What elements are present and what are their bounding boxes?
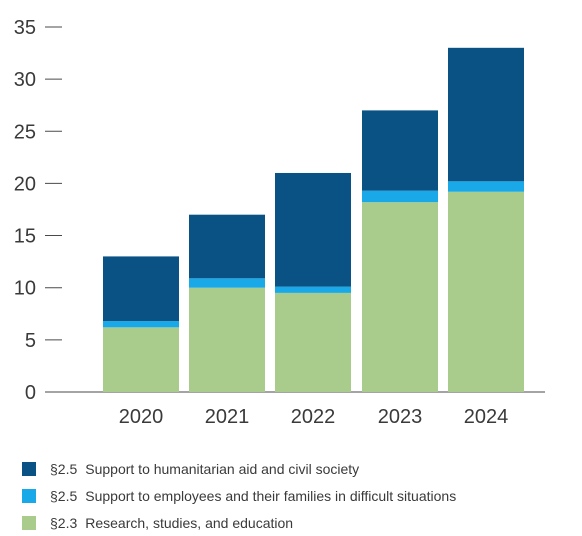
bar-segment (275, 172, 351, 287)
x-tick-label: 2021 (205, 406, 250, 428)
legend-swatch (22, 461, 36, 476)
bar-segment (362, 110, 438, 191)
legend-swatch (22, 488, 36, 503)
y-tick-label: 25 (14, 121, 36, 143)
bar-segment (448, 191, 524, 392)
legend-text: Support to humanitarian aid and civil so… (85, 460, 360, 477)
y-tick-label: 5 (25, 330, 36, 352)
legend-swatch (22, 515, 36, 530)
x-tick-label: 2020 (119, 406, 164, 428)
legend-item: §2.5 Support to employees and their famil… (22, 482, 456, 509)
bar-segment (275, 286, 351, 293)
legend-text: Research, studies, and education (85, 514, 294, 531)
legend: §2.5 Support to humanitarian aid and civi… (22, 455, 456, 536)
bar-segment (275, 292, 351, 392)
bar-segment (103, 256, 179, 322)
stacked-bar-chart: 0 5 10 15 20 25 30 35 2020 2021 2022 2023 2024 (14, 17, 545, 428)
y-tick-label: 20 (14, 173, 36, 195)
legend-text: Support to employees and their families … (85, 487, 457, 504)
bar-segment (448, 181, 524, 192)
bar-segment (448, 47, 524, 182)
y-tick-label: 10 (14, 278, 36, 300)
bar-segment (189, 214, 265, 279)
legend-item: §2.5 Support to humanitarian aid and civi… (22, 455, 456, 482)
y-tick-label: 35 (14, 17, 36, 39)
legend-code: §2.5 (50, 460, 78, 477)
bar-segment (103, 327, 179, 392)
bar-segment (362, 202, 438, 392)
bar-segment (362, 190, 438, 203)
legend-label: §2.5 Support to humanitarian aid and civi… (50, 461, 359, 477)
y-tick-label: 15 (14, 226, 36, 248)
x-tick-label: 2022 (291, 406, 336, 428)
bar-segment (103, 321, 179, 328)
axes: 0 5 10 15 20 25 30 35 (14, 17, 545, 404)
y-tick-label: 0 (25, 382, 36, 404)
legend-code: §2.5 (50, 487, 78, 504)
legend-item: §2.3 Research, studies, and education (22, 509, 456, 536)
x-tick-label: 2024 (464, 406, 509, 428)
legend-label: §2.3 Research, studies, and education (50, 515, 293, 531)
bars (103, 47, 524, 392)
legend-code: §2.3 (50, 514, 78, 531)
x-tick-labels: 2020 2021 2022 2023 2024 (119, 406, 509, 428)
x-tick-label: 2023 (378, 406, 423, 428)
y-tick-label: 30 (14, 69, 36, 91)
bar-segment (189, 278, 265, 288)
bar-segment (189, 287, 265, 392)
legend-label: §2.5 Support to employees and their famil… (50, 488, 456, 504)
